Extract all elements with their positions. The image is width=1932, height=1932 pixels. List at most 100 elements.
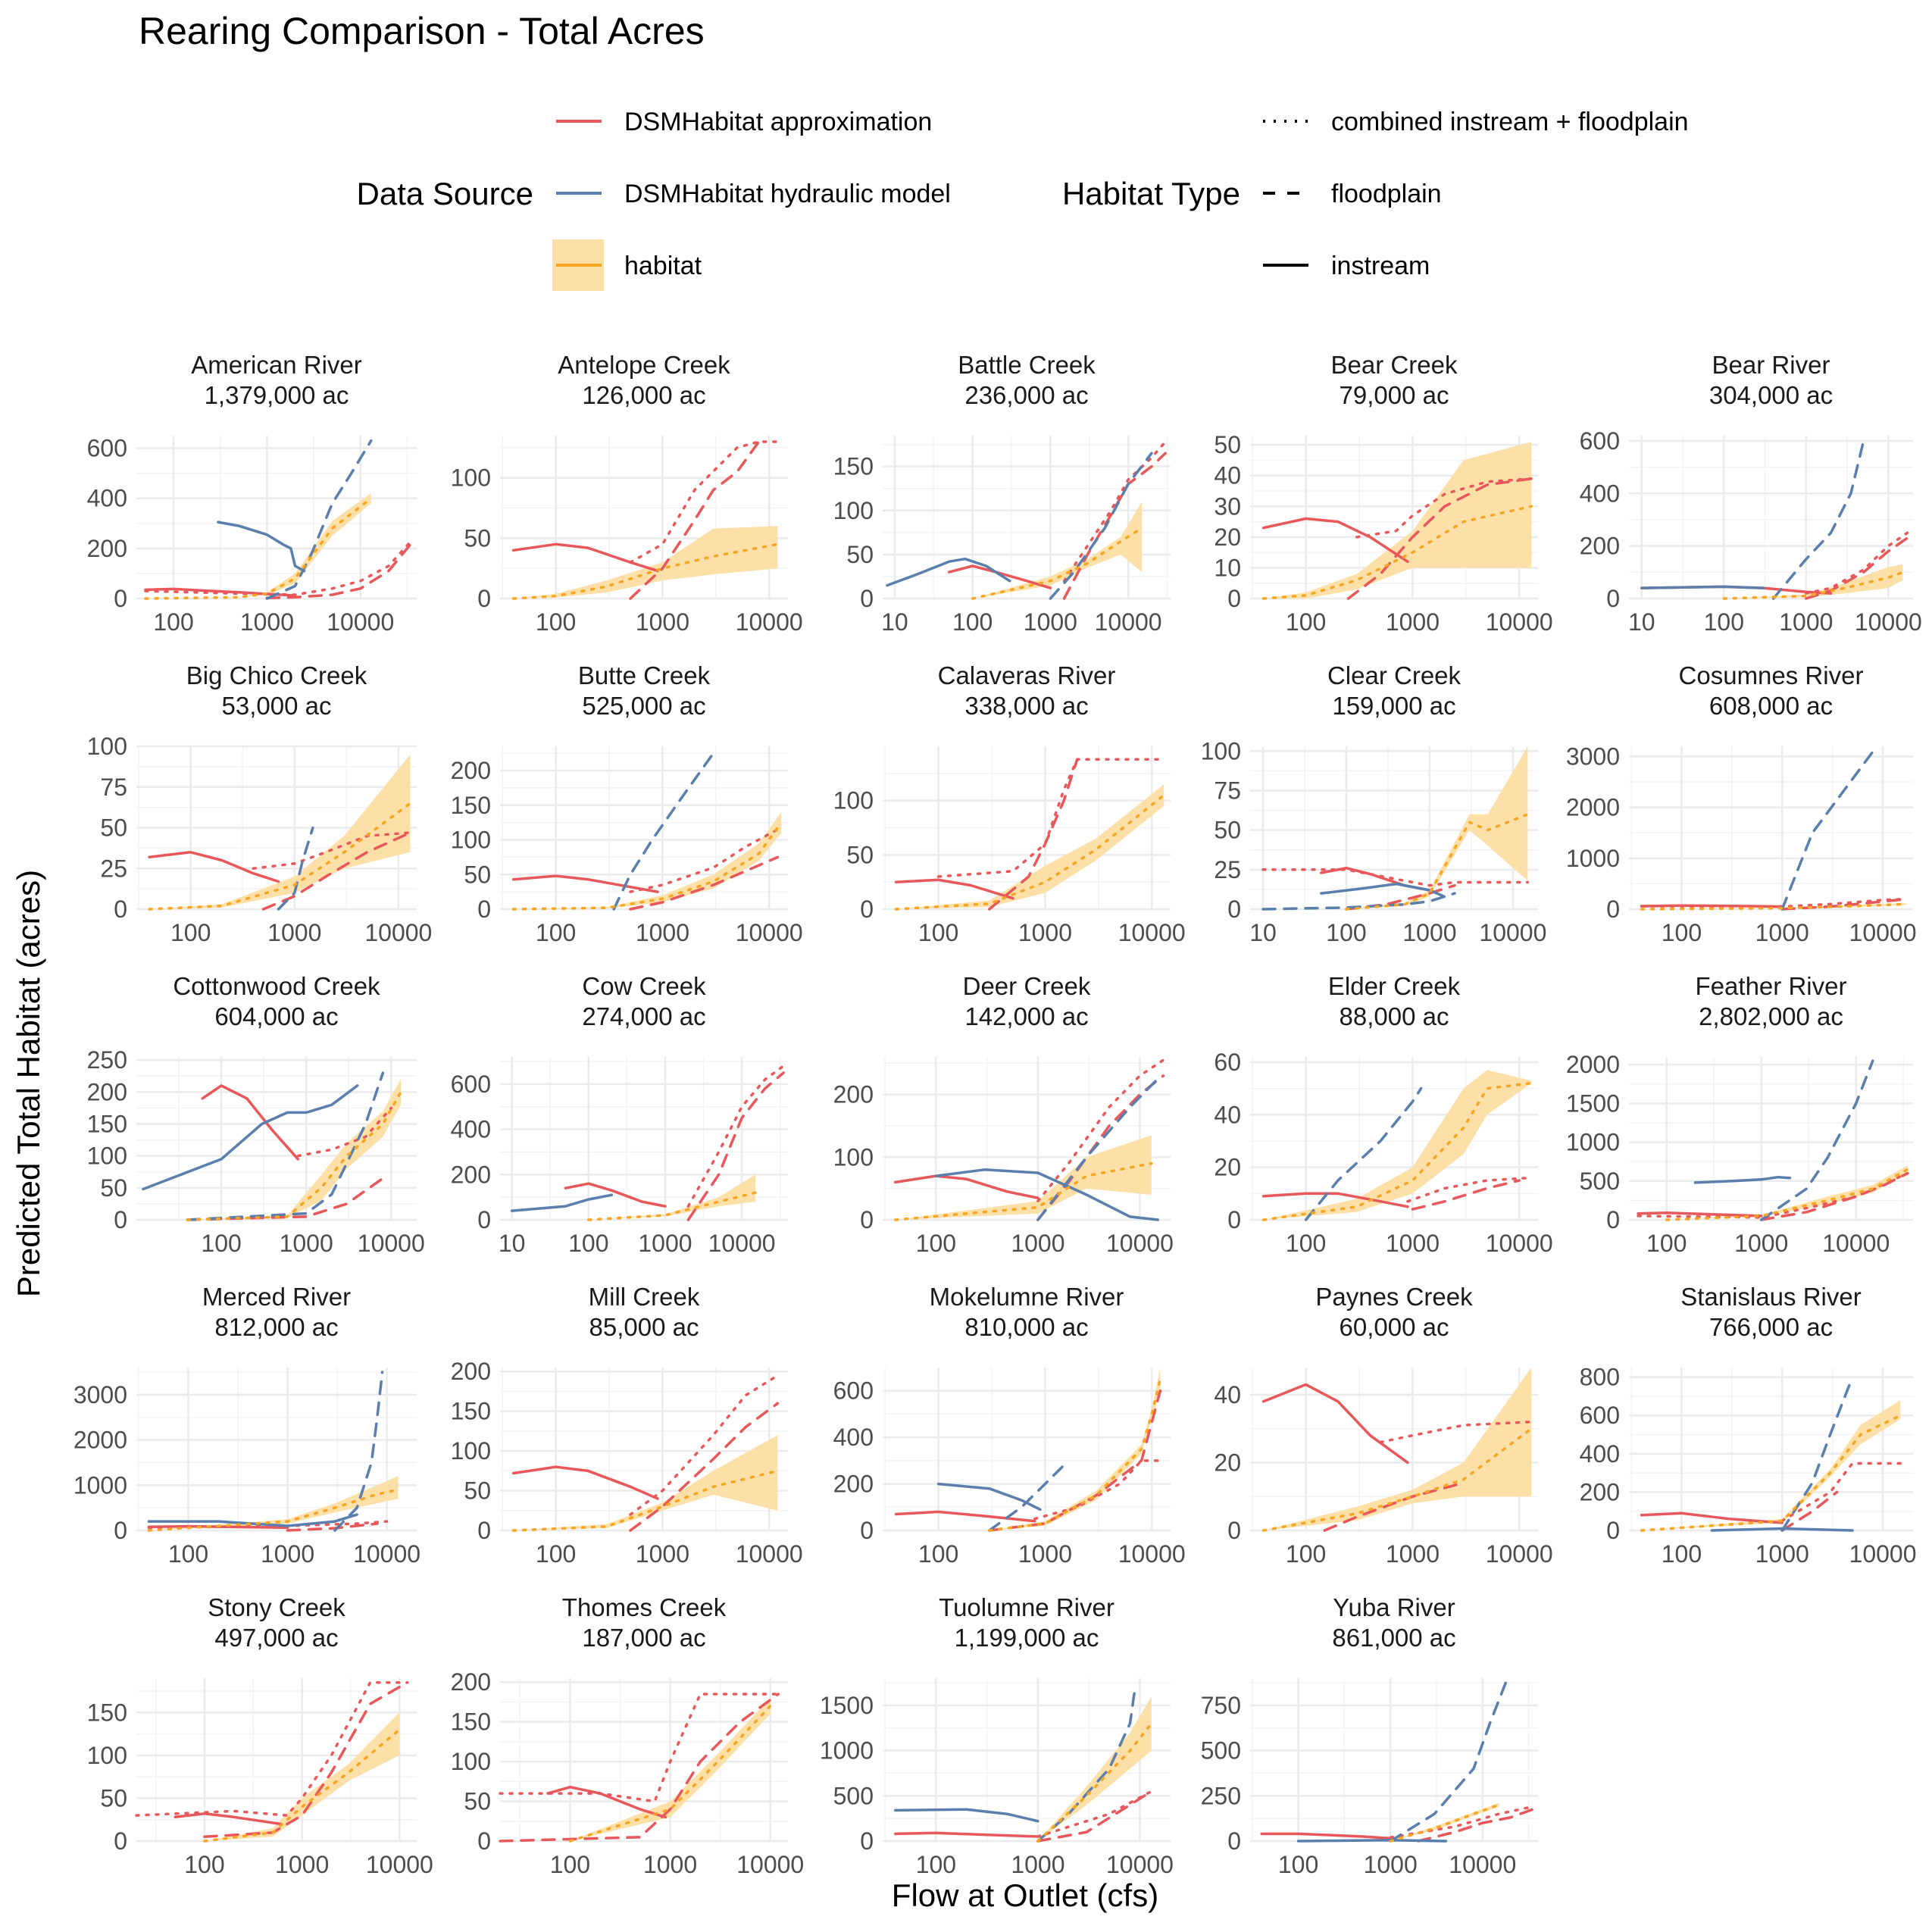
chart-title: Rearing Comparison - Total Acres [139, 10, 705, 52]
y-tick-label: 1000 [73, 1471, 127, 1499]
panel-subtitle: 159,000 ac [1332, 692, 1455, 720]
x-tick-label: 1000 [267, 919, 321, 946]
series-line-approximation-combined [936, 758, 1165, 878]
y-tick-label: 400 [833, 1424, 874, 1451]
panel-big-chico-creek: Big Chico Creek 53,000 ac 100 1000 10000 0 25 5… [87, 661, 433, 946]
y-tick-label: 100 [451, 1437, 491, 1465]
x-tick-label: 10000 [1118, 919, 1186, 946]
panel-title: Feather River [1696, 972, 1847, 1000]
legend-label-instream: instream [1331, 252, 1430, 280]
y-tick-label: 400 [1580, 1440, 1620, 1468]
x-tick-label: 10000 [736, 919, 803, 946]
panel-title: Mokelumne River [930, 1283, 1124, 1311]
legend-label-approximation: DSMHabitat approximation [624, 108, 932, 136]
x-tick-label: 1000 [1386, 1540, 1440, 1568]
series-line-approximation-floodplain [1417, 1808, 1534, 1843]
series-line-approximation-floodplain [265, 542, 413, 600]
series-line-approximation-floodplain [499, 1693, 780, 1843]
y-tick-label: 0 [1227, 896, 1241, 923]
series-line-approximation-instream [564, 1182, 667, 1208]
series-line-approximation-combined [1389, 1805, 1534, 1839]
panel-title: Tuolumne River [939, 1593, 1114, 1621]
series-line-approximation-instream [894, 1831, 1039, 1838]
x-tick-label: 1000 [1779, 608, 1833, 636]
x-tick-label: 10000 [1849, 919, 1917, 946]
series-line-approximation-floodplain [1062, 452, 1167, 600]
panel-title: Yuba River [1333, 1593, 1455, 1621]
y-tick-label: 100 [87, 1143, 127, 1170]
x-tick-label: 10000 [366, 1851, 433, 1878]
y-tick-label: 3000 [73, 1381, 127, 1408]
series-line-hydraulic-floodplain [1389, 1680, 1508, 1843]
y-tick-label: 10 [1214, 554, 1241, 581]
series-line-approximation-instream [1260, 1832, 1392, 1840]
panel-subtitle: 608,000 ac [1709, 692, 1833, 720]
minor-grid [1250, 746, 1538, 909]
x-axis-label: Flow at Outlet (cfs) [892, 1877, 1158, 1913]
panel-subtitle: 861,000 ac [1332, 1624, 1455, 1652]
series-line-approximation-instream [174, 1812, 282, 1826]
series-line-habitat-combined [971, 527, 1143, 600]
y-tick-label: 0 [1606, 1517, 1620, 1544]
y-tick-label: 200 [87, 1078, 127, 1105]
y-tick-label: 0 [114, 1827, 127, 1855]
series-line-approximation-instream [894, 1174, 1039, 1199]
panel-stony-creek: Stony Creek 497,000 ac 100 1000 10000 0 50 100 1… [87, 1593, 433, 1878]
series-line-approximation-floodplain [988, 758, 1079, 911]
y-tick-label: 50 [1214, 817, 1241, 844]
series-line-approximation-instream [144, 587, 297, 597]
panel-butte-creek: Butte Creek 525,000 ac 100 1000 10000 0 50 100 1… [451, 661, 803, 946]
y-tick-label: 50 [100, 814, 127, 842]
series-line-approximation-combined [686, 1064, 785, 1208]
x-tick-label: 10000 [1479, 919, 1546, 946]
series-line-approximation-floodplain [1780, 1490, 1839, 1532]
x-tick-label: 10000 [364, 919, 432, 946]
y-tick-label: 30 [1214, 492, 1241, 520]
y-tick-label: 0 [860, 1517, 874, 1544]
x-tick-label: 10000 [1486, 608, 1553, 636]
y-tick-label: 0 [114, 585, 127, 612]
y-tick-label: 100 [451, 464, 491, 492]
y-tick-label: 600 [1580, 1402, 1620, 1429]
y-tick-label: 20 [1214, 1449, 1241, 1476]
y-tick-label: 600 [451, 1071, 491, 1098]
series-line-habitat-combined [1036, 1721, 1153, 1843]
panel-yuba-river: Yuba River 861,000 ac 100 1000 10000 0 250 500 7… [1201, 1593, 1538, 1878]
series-line-approximation-combined [1036, 1058, 1165, 1202]
series-line-approximation-floodplain [1780, 897, 1908, 911]
x-tick-label: 100 [1662, 1540, 1702, 1568]
y-tick-label: 0 [860, 1827, 874, 1855]
y-tick-label: 100 [833, 1143, 874, 1171]
legend-label-combined: combined instream + floodplain [1331, 108, 1689, 136]
habitat-ribbon [972, 502, 1143, 599]
series-line-approximation-floodplain [629, 440, 761, 600]
y-tick-label: 0 [477, 585, 491, 612]
series-line-hydraulic-instream [1640, 585, 1765, 589]
series-line-hydraulic-instream [936, 1482, 1042, 1512]
y-tick-label: 0 [860, 896, 874, 923]
x-tick-label: 100 [568, 1230, 608, 1257]
x-tick-label: 10000 [708, 1230, 776, 1257]
series-line-approximation-floodplain [203, 1680, 409, 1839]
series-line-approximation-combined [499, 1693, 780, 1803]
series-line-hydraulic-floodplain [277, 826, 314, 911]
legend-title-data-source: Data Source [357, 176, 533, 211]
series-line-approximation-instream [1637, 1211, 1763, 1218]
series-line-habitat-combined [511, 542, 780, 600]
series-line-approximation-floodplain [1805, 536, 1909, 600]
series-line-habitat-combined [1640, 902, 1908, 911]
habitat-ribbon [1666, 1165, 1908, 1220]
panel-title: Stanislaus River [1680, 1283, 1861, 1311]
y-tick-label: 150 [451, 792, 491, 819]
panel-title: Stony Creek [208, 1593, 345, 1621]
minor-grid [1629, 436, 1913, 599]
y-tick-label: 100 [87, 733, 127, 760]
y-tick-label: 0 [114, 896, 127, 923]
x-tick-label: 1000 [261, 1540, 314, 1568]
x-tick-label: 100 [916, 1230, 956, 1257]
panel-subtitle: 766,000 ac [1709, 1313, 1833, 1341]
y-tick-label: 100 [451, 827, 491, 854]
